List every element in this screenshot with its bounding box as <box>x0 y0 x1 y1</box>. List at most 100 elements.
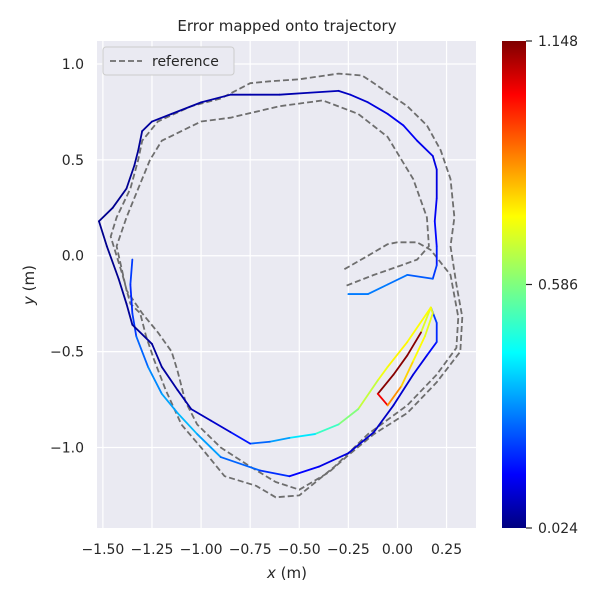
trajectory-layer <box>98 89 438 478</box>
x-axis-ticks: −1.50 −1.25 −1.00 −0.75 −0.50 −0.25 0.00 0.25 <box>81 542 462 558</box>
y-axis-ticks: 1.0 0.5 0.0 −0.5 −1.0 <box>50 57 84 456</box>
colorbar-gradient <box>502 41 526 528</box>
trajectory-segment <box>433 220 438 248</box>
trajectory-segment <box>176 389 193 411</box>
trajectory-segment <box>141 120 153 133</box>
trajectory-segment <box>424 312 434 338</box>
y-axis-label-var: y <box>20 295 38 306</box>
trajectory-segment <box>160 392 179 414</box>
trajectory-segment <box>129 283 134 315</box>
x-tick-label: 0.00 <box>382 542 413 558</box>
trajectory-segment <box>117 277 128 305</box>
reference-line <box>109 72 464 499</box>
colorbar-tick-label: 0.024 <box>538 521 578 537</box>
trajectory-segment <box>176 412 199 435</box>
legend-box <box>102 46 235 76</box>
trajectory-segment <box>151 343 163 368</box>
trajectory-segment <box>98 220 108 248</box>
colorbar-ticks: 1.148 0.586 0.024 <box>526 34 578 537</box>
colorbar-tick-label: 0.586 <box>538 278 578 294</box>
trajectory-segment <box>249 440 271 445</box>
y-axis-label-unit: (m) <box>20 265 38 296</box>
trajectory-segment <box>129 258 134 286</box>
x-tick-label: −0.75 <box>229 542 272 558</box>
legend: reference <box>102 46 235 76</box>
x-axis-label-unit: (m) <box>276 564 307 582</box>
trajectory-segment <box>372 404 395 434</box>
trajectory-segment <box>400 360 415 388</box>
trajectory-segment <box>190 408 212 422</box>
trajectory-segment <box>406 274 434 280</box>
colorbar: 1.148 0.586 0.024 <box>502 34 578 537</box>
trajectory-segment <box>337 89 352 96</box>
trajectory-segment <box>151 112 173 123</box>
trajectory-segment <box>131 323 153 345</box>
trajectory-segment <box>288 433 316 439</box>
trajectory-segment <box>392 354 409 376</box>
x-tick-label: 0.25 <box>431 542 462 558</box>
trajectory-segment <box>431 155 438 171</box>
trajectory-segment <box>147 366 163 395</box>
reference-layer <box>109 72 464 499</box>
trajectory-segment <box>406 331 422 357</box>
trajectory-segment <box>259 469 291 478</box>
trajectory-segment <box>133 149 140 167</box>
trajectory-segment <box>160 366 179 391</box>
trajectory-segment <box>219 456 261 472</box>
chart-title: Error mapped onto trajectory <box>177 17 396 35</box>
trajectory-segment <box>349 93 369 104</box>
trajectory-segment <box>125 302 134 326</box>
trajectory-segment <box>367 101 389 115</box>
y-tick-label: −0.5 <box>50 345 84 361</box>
x-tick-label: −0.50 <box>278 542 321 558</box>
trajectory-segment <box>314 423 340 435</box>
y-tick-label: −1.0 <box>50 440 84 456</box>
trajectory-segment <box>137 130 144 152</box>
x-tick-label: −1.00 <box>180 542 223 558</box>
trajectory-segment <box>406 306 432 343</box>
legend-reference-label: reference <box>152 54 219 70</box>
trajectory-segment <box>376 392 389 407</box>
trajectory-segment <box>386 341 409 368</box>
y-tick-label: 0.0 <box>62 249 84 265</box>
plot-area <box>97 41 476 528</box>
trajectory-segment <box>111 187 128 209</box>
trajectory-segment <box>135 335 149 368</box>
trajectory-segment <box>416 139 434 157</box>
trajectory-segment <box>376 373 395 395</box>
trajectory-segment <box>376 366 389 382</box>
trajectory-segment <box>367 283 389 295</box>
x-tick-label: −1.50 <box>81 542 124 558</box>
trajectory-segment <box>98 206 114 223</box>
trajectory-segment <box>433 197 438 223</box>
trajectory-segment <box>268 436 291 443</box>
trajectory-segment <box>288 465 320 478</box>
y-tick-label: 0.5 <box>62 153 84 169</box>
trajectory-segment <box>105 245 120 280</box>
x-tick-label: −1.25 <box>131 542 174 558</box>
colorbar-tick-label: 1.148 <box>538 34 578 50</box>
trajectory-segment <box>196 433 222 458</box>
trajectory-segment <box>386 274 409 286</box>
y-tick-label: 1.0 <box>62 57 84 73</box>
x-axis-label: x (m) <box>266 564 307 582</box>
trajectory-segment <box>318 452 350 468</box>
trajectory-segment <box>412 354 428 376</box>
trajectory-segment <box>420 306 432 334</box>
trajectory-segment <box>308 89 340 94</box>
trajectory-segment <box>402 124 418 142</box>
trajectory-segment <box>392 373 415 407</box>
trajectory-segment <box>431 264 438 280</box>
trajectory-segment <box>125 164 136 190</box>
trajectory-segment <box>337 408 360 426</box>
trajectory-segment <box>347 431 375 455</box>
trajectory-segment <box>131 312 138 338</box>
trajectory-segment <box>386 385 403 407</box>
trajectory-segment <box>200 93 232 104</box>
y-axis-label: y (m) <box>20 265 38 306</box>
trajectory-segment <box>278 91 310 96</box>
trajectory-segment <box>412 335 426 363</box>
trajectory-segment <box>357 379 379 411</box>
trajectory-segment <box>426 341 438 357</box>
